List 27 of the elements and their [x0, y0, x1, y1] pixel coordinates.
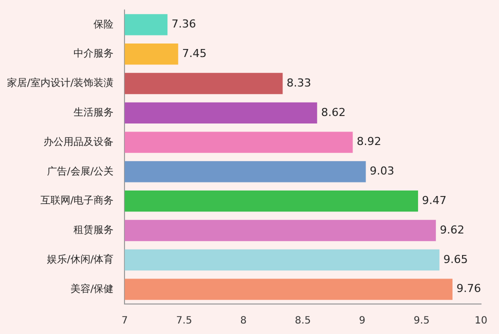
- data-label: 8.62: [321, 106, 346, 119]
- x-tick-label: 8: [240, 316, 247, 327]
- y-tick-label: 美容/保健: [70, 282, 114, 295]
- data-label: 9.62: [440, 223, 464, 236]
- y-tick-label: 中介服务: [74, 48, 114, 60]
- x-tick-label: 10: [474, 316, 488, 327]
- data-label: 9.47: [422, 194, 447, 207]
- x-tick-label: 9: [359, 316, 366, 327]
- y-tick-label: 生活服务: [74, 106, 114, 118]
- data-label: 9.76: [456, 282, 481, 296]
- data-label: 7.45: [182, 46, 207, 60]
- y-tick-label: 广告/会展/公关: [46, 165, 114, 178]
- y-tick-label: 办公用品及设备: [44, 136, 114, 148]
- data-label: 8.92: [356, 135, 382, 148]
- y-tick-label: 娱乐/休闲/体育: [46, 253, 114, 266]
- data-label: 8.33: [286, 76, 312, 90]
- y-tick-label: 保险: [94, 18, 114, 30]
- y-tick-label: 家居/室内设计/装饰装潢: [6, 77, 114, 90]
- data-label: 9.03: [370, 164, 394, 178]
- x-tick-label: 7.5: [176, 316, 192, 327]
- x-tick-label: 8.5: [294, 316, 311, 327]
- data-label: 7.36: [171, 18, 196, 31]
- y-tick-label: 租赁服务: [74, 224, 114, 236]
- x-tick-label: 9.5: [414, 316, 430, 327]
- x-tick-label: 7: [122, 316, 128, 327]
- y-tick-label: 互联网/电子商务: [40, 194, 114, 207]
- data-label: 9.65: [443, 252, 468, 266]
